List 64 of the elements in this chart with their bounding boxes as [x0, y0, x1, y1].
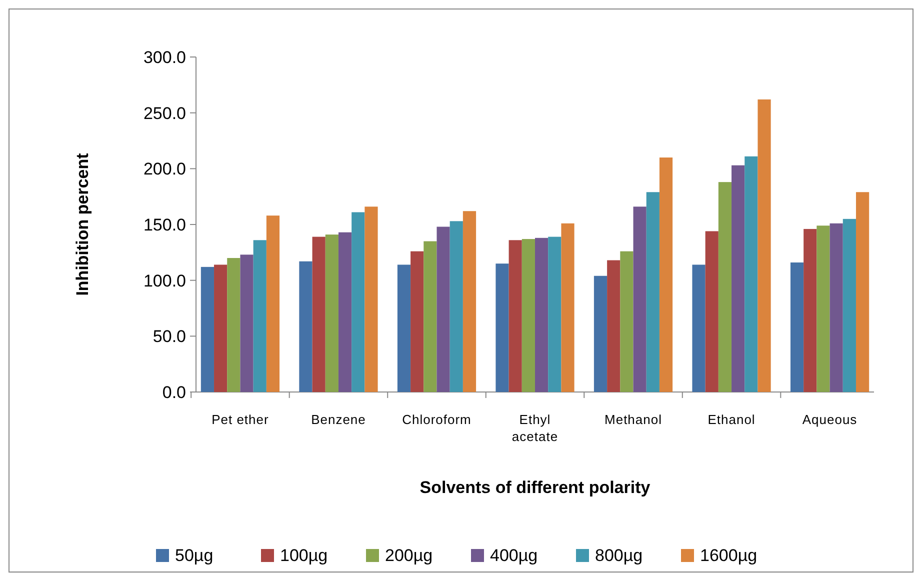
x-tick-label: Aqueous	[802, 412, 858, 427]
bar	[312, 236, 326, 392]
y-tick-label: 50.0	[152, 327, 186, 346]
x-tick-label: Pet ether	[212, 412, 270, 427]
bar	[659, 158, 673, 392]
legend-label: 400µg	[490, 546, 538, 565]
bar	[266, 216, 280, 392]
x-tick-label: Ethanol	[708, 412, 756, 427]
legend-label: 800µg	[595, 546, 643, 565]
bar	[338, 232, 352, 392]
bar	[856, 192, 870, 392]
bar	[633, 206, 646, 392]
bar	[227, 258, 240, 392]
x-tick-label: Methanol	[604, 412, 662, 427]
bar	[325, 234, 338, 392]
bar	[364, 206, 378, 392]
bar	[535, 238, 548, 392]
bar	[450, 221, 463, 392]
bar	[436, 226, 450, 392]
bar	[744, 156, 758, 392]
bar	[646, 192, 660, 392]
bar	[718, 182, 732, 392]
x-tick-label: Chloroform	[402, 412, 472, 427]
bar	[816, 226, 830, 392]
bar	[240, 254, 254, 392]
bar	[397, 264, 411, 392]
bar	[253, 240, 266, 392]
bar	[462, 211, 476, 392]
bar	[352, 212, 365, 392]
x-axis-title: Solvents of different polarity	[420, 478, 651, 497]
bar	[620, 251, 634, 392]
bar	[732, 165, 745, 392]
x-tick-label: Benzene	[311, 412, 366, 427]
bar	[522, 239, 535, 392]
bar	[214, 264, 228, 392]
bar	[508, 240, 522, 392]
bar	[705, 231, 718, 392]
bar	[410, 251, 424, 392]
bar	[790, 262, 804, 392]
bar	[607, 260, 620, 392]
bar	[496, 264, 509, 392]
legend-label: 1600µg	[700, 546, 758, 565]
y-tick-label: 300.0	[143, 48, 186, 67]
y-tick-label: 250.0	[143, 104, 186, 123]
legend-label: 100µg	[280, 546, 328, 565]
y-axis-title: Inhibition percent	[73, 152, 92, 296]
y-tick-label: 150.0	[143, 215, 186, 234]
bar	[200, 266, 214, 392]
bar	[561, 223, 574, 392]
bar	[594, 276, 608, 392]
bar	[548, 236, 562, 392]
y-tick-label: 100.0	[143, 271, 186, 290]
bar	[758, 99, 771, 392]
y-tick-label: 0.0	[162, 382, 186, 402]
bar	[299, 261, 312, 392]
x-tick-label: Ethyl acetate	[512, 412, 558, 444]
bar	[424, 241, 437, 392]
bar	[842, 218, 856, 392]
legend-label: 200µg	[385, 546, 433, 565]
bar	[692, 264, 706, 392]
legend-label: 50µg	[175, 546, 214, 565]
bar	[804, 228, 817, 392]
y-tick-label: 200.0	[143, 160, 186, 179]
bar	[830, 223, 843, 392]
